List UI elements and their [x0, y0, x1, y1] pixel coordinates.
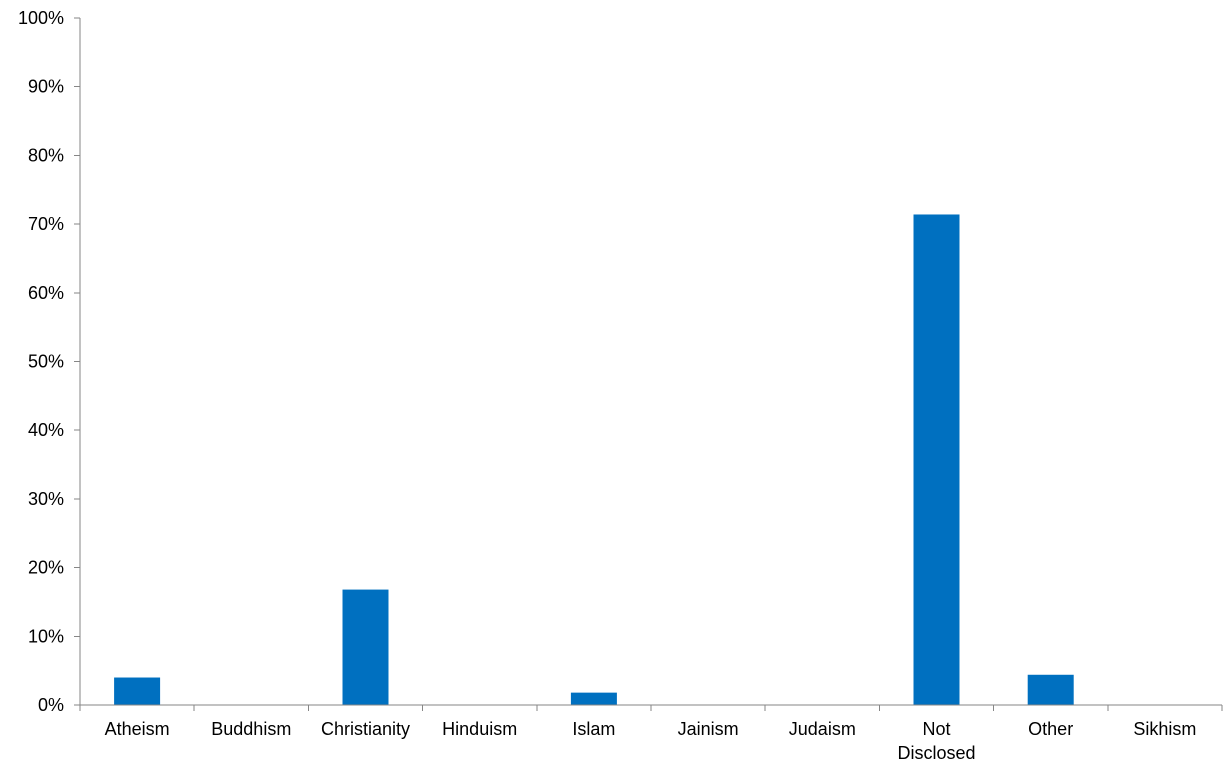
bar — [1027, 674, 1074, 705]
y-tick-label: 60% — [28, 283, 64, 303]
x-tick-label: Sikhism — [1133, 719, 1196, 739]
x-tick-label: Buddhism — [211, 719, 291, 739]
y-tick-label: 30% — [28, 489, 64, 509]
bar — [342, 589, 389, 705]
y-tick-label: 0% — [38, 695, 64, 715]
bar — [570, 692, 617, 705]
x-axis-ticks: Atheism Buddhism Christianity Hinduism Islam… — [79, 705, 1223, 763]
x-tick-label: Jainism — [678, 719, 739, 739]
y-tick-label: 40% — [28, 420, 64, 440]
x-tick-label: Other — [1028, 719, 1073, 739]
y-tick-label: 100% — [18, 8, 64, 28]
x-tick-label: Islam — [572, 719, 615, 739]
y-tick-label: 50% — [28, 352, 64, 372]
y-axis-ticks: 0% 10% 20% 30% 40% 50% 60% 70% 80% 90% 100% — [18, 8, 80, 715]
x-tick-label: Judaism — [789, 719, 856, 739]
x-tick-label: Not Disclosed — [897, 719, 975, 763]
x-tick-label: Atheism — [105, 719, 170, 739]
bar — [114, 677, 161, 705]
y-tick-label: 80% — [28, 145, 64, 165]
y-tick-label: 70% — [28, 214, 64, 234]
y-tick-label: 20% — [28, 558, 64, 578]
x-tick-label: Hinduism — [442, 719, 517, 739]
bars — [114, 214, 1074, 705]
y-tick-label: 10% — [28, 626, 64, 646]
x-tick-label: Christianity — [321, 719, 410, 739]
y-tick-label: 90% — [28, 77, 64, 97]
bar — [913, 214, 960, 705]
